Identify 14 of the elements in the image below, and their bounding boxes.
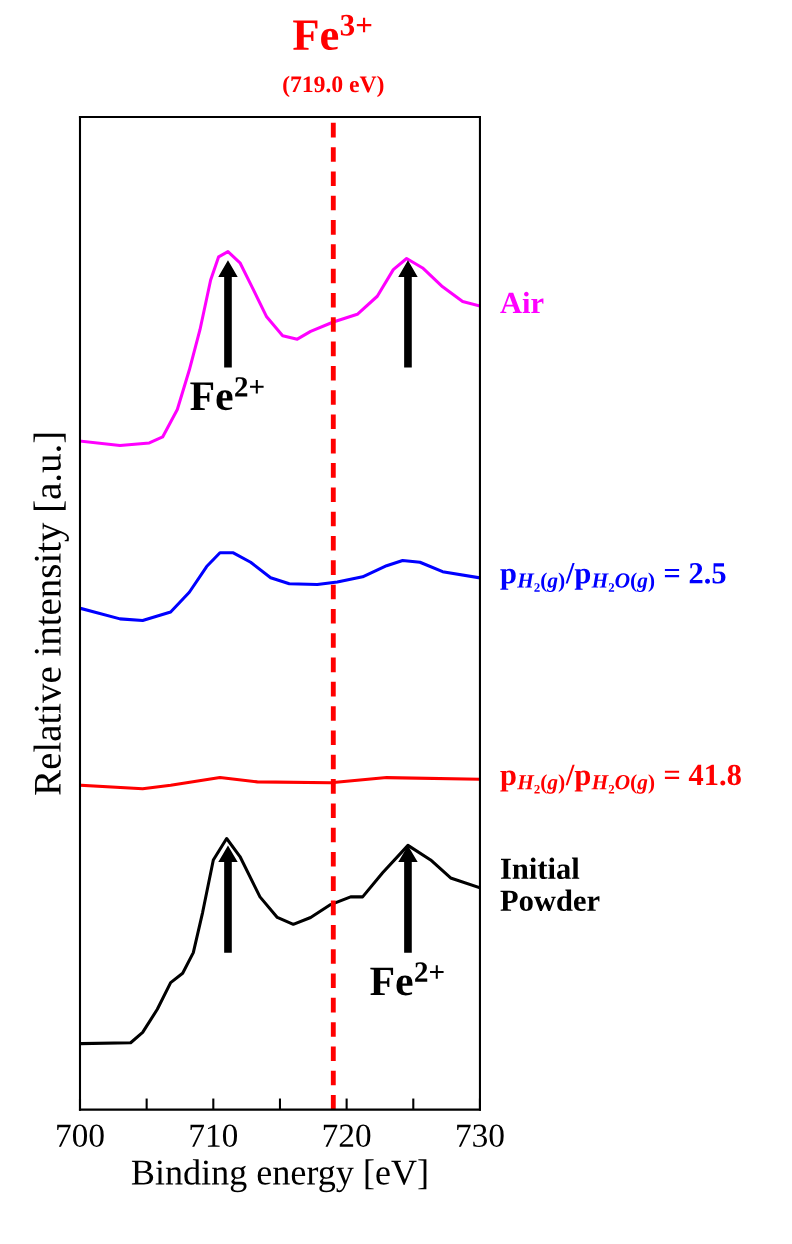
x-tick-label: 720 — [323, 1124, 371, 1147]
annotation: Fe$^{2+}$ — [370, 962, 444, 996]
series-label: Air — [500, 291, 544, 314]
series-label: p$_{H₂(g)}$/p$_{H₂O(g)}$ = 41.8 — [500, 764, 741, 794]
x-tick-label: 700 — [57, 1124, 104, 1147]
x-tick-label: 710 — [190, 1124, 238, 1147]
x-tick-label: 730 — [457, 1124, 504, 1147]
x-axis-title: Binding energy [eV] — [131, 1159, 427, 1193]
y-axis-title: Relative intensity [a.u.] — [33, 433, 69, 795]
annotation: Fe$^{2+}$ — [190, 377, 264, 411]
text: (719.0 eV) — [283, 75, 384, 98]
series-label: p$_{H₂(g)}$/p$_{H₂O(g)}$ = 2.5 — [500, 563, 726, 593]
ref-line-label: Fe$^{3+}$ — [293, 14, 372, 51]
series-label: Initial Powder — [500, 857, 600, 912]
